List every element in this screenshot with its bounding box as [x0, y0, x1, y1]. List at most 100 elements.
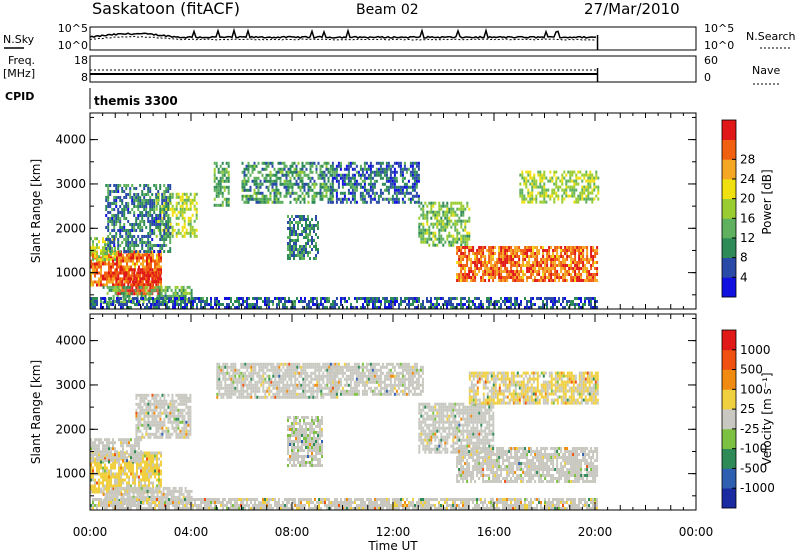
power-cell-r13 — [200, 306, 202, 309]
velocity-cell-r1 — [110, 441, 112, 445]
power-cell-r7 — [269, 176, 272, 180]
power-cell-r5 — [121, 235, 124, 238]
power-cell-r5 — [137, 193, 140, 196]
power-cell-r13 — [230, 306, 232, 309]
power-cell-r9 — [385, 161, 388, 165]
power-cell-r13 — [118, 303, 120, 306]
power-cell-r5 — [107, 217, 110, 220]
power-cell-r9 — [357, 170, 360, 174]
power-cell-r11 — [564, 264, 567, 267]
power-cell-r10 — [418, 225, 421, 229]
power-cell-r11 — [596, 252, 599, 255]
power-cell-r13 — [530, 300, 532, 303]
power-cell-r11 — [504, 276, 507, 279]
power-cell-r9 — [355, 170, 358, 174]
power-cell-r12 — [597, 185, 600, 189]
power-cell-r9 — [353, 161, 356, 165]
power-cell-r7 — [263, 167, 266, 171]
power-cell-r11 — [556, 255, 559, 258]
power-cell-r10 — [432, 234, 435, 238]
power-cell-r11 — [502, 246, 505, 249]
power-cell-r13 — [590, 300, 592, 303]
power-cell-r11 — [524, 249, 527, 252]
power-cell-r6 — [223, 185, 226, 189]
power-cell-r13 — [508, 297, 510, 300]
power-cell-r5 — [147, 202, 150, 205]
power-cell-r11 — [552, 261, 555, 264]
power-cell-r9 — [347, 182, 350, 186]
power-cell-r0 — [112, 277, 114, 281]
power-cell-r11 — [500, 258, 503, 261]
power-cell-r6 — [215, 182, 218, 186]
power-cell-r4 — [102, 300, 105, 304]
power-cell-r12 — [553, 188, 556, 192]
velocity-cell-r0 — [152, 460, 154, 464]
power-cell-r13 — [412, 303, 414, 306]
power-cell-r12 — [563, 170, 566, 174]
power-cell-r7 — [269, 179, 272, 183]
power-cell-r5 — [133, 235, 136, 238]
power-cell-r10 — [422, 237, 425, 241]
power-cell-r7 — [315, 182, 318, 186]
power-cell-r11 — [542, 279, 545, 282]
power-cell-r5 — [143, 235, 146, 238]
power-cell-r11 — [592, 246, 595, 249]
power-cell-r13 — [212, 306, 214, 309]
power-cell-r9 — [381, 197, 384, 201]
velocity-cell-r1 — [94, 453, 96, 457]
power-cell-r3 — [155, 204, 158, 208]
power-cell-r11 — [470, 270, 473, 273]
power-cell-r7 — [243, 200, 246, 204]
power-cell-r5 — [107, 190, 110, 193]
power-cell-r5 — [151, 202, 154, 205]
power-cell-r13 — [536, 297, 538, 300]
power-cell-r5 — [115, 187, 118, 190]
power-cell-r7 — [309, 179, 312, 183]
power-cell-r7 — [285, 164, 288, 168]
power-cell-r9 — [411, 194, 414, 198]
power-cell-r9 — [389, 185, 392, 189]
power-cell-r5 — [161, 238, 164, 241]
power-cell-r5 — [131, 226, 134, 229]
velocity-cell-r0 — [134, 472, 136, 476]
power-cell-r7 — [323, 188, 326, 192]
power-cell-r0 — [112, 280, 114, 284]
power-cell-r13 — [122, 303, 124, 306]
power-cell-r13 — [256, 303, 258, 306]
power-cell-r0 — [150, 259, 152, 263]
power-cell-r9 — [363, 200, 366, 204]
power-cell-r9 — [381, 182, 384, 186]
power-cell-r10 — [420, 228, 423, 232]
power-cell-r3 — [181, 195, 184, 199]
power-cell-r5 — [121, 211, 124, 214]
velocity-cell-r0 — [148, 469, 150, 473]
power-cell-r9 — [365, 167, 368, 171]
power-cell-r11 — [490, 270, 493, 273]
power-cell-r7 — [323, 170, 326, 174]
power-cell-r7 — [325, 161, 328, 165]
power-cell-r5 — [127, 202, 130, 205]
power-cell-r7 — [305, 173, 308, 177]
power-cell-r9 — [407, 179, 410, 183]
power-cell-r10 — [464, 225, 467, 229]
power-cell-r3 — [195, 234, 198, 238]
power-cell-r13 — [152, 303, 154, 306]
power-cell-r11 — [488, 279, 491, 282]
power-cell-r8 — [299, 248, 301, 251]
power-cell-r13 — [414, 306, 416, 309]
velocity-cell-r1 — [108, 444, 110, 448]
velocity-cell-r2 — [135, 432, 138, 436]
velocity-cell-r0 — [96, 469, 98, 473]
power-cell-r12 — [589, 191, 592, 195]
power-cell-r5 — [125, 244, 128, 247]
power-cell-r10 — [448, 219, 451, 223]
power-cell-r5 — [119, 211, 122, 214]
power-cell-r0 — [148, 262, 150, 266]
power-cell-r0 — [110, 265, 112, 269]
power-cell-r9 — [401, 173, 404, 177]
power-cell-r8 — [307, 242, 309, 245]
power-cell-r4 — [190, 294, 193, 298]
power-cell-r3 — [183, 207, 186, 211]
velocity-cell-r0 — [150, 457, 152, 461]
